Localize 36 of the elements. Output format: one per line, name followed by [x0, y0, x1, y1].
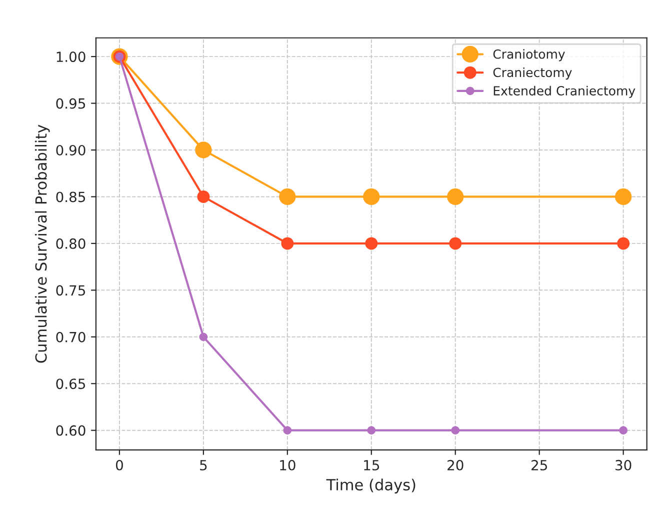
- legend-label: Craniotomy: [493, 49, 565, 62]
- point: [614, 188, 632, 206]
- point: [447, 188, 464, 206]
- x-tick-label: 25: [532, 460, 547, 470]
- point: [279, 188, 296, 206]
- point: [617, 237, 630, 250]
- y-tick-label: 0.90: [56, 144, 86, 156]
- point: [365, 237, 378, 250]
- point: [451, 426, 460, 434]
- x-tick-label: 20: [448, 460, 464, 470]
- point: [449, 237, 462, 250]
- point: [283, 426, 292, 434]
- y-axis-title: Cumulative Survival Probability: [34, 124, 50, 363]
- point: [195, 142, 212, 158]
- point: [363, 188, 380, 206]
- x-tick-label: 30: [616, 460, 632, 470]
- point: [367, 426, 376, 434]
- y-tick-label: 0.80: [56, 238, 86, 249]
- x-tick-label: 0: [116, 460, 123, 470]
- x-axis-title: Time (days): [326, 478, 416, 494]
- point: [281, 237, 294, 250]
- x-tick-label: 10: [280, 460, 296, 470]
- y-tick-label: 0.65: [56, 378, 86, 390]
- legend-label: Craniectomy: [493, 67, 572, 80]
- point: [197, 190, 210, 203]
- y-tick-label: 0.75: [56, 285, 86, 296]
- x-tick-label: 15: [364, 460, 380, 470]
- y-tick-label: 0.85: [56, 192, 86, 202]
- x-tick-label: 5: [200, 460, 207, 470]
- point: [199, 332, 208, 342]
- y-tick-label: 0.70: [56, 332, 86, 342]
- y-tick-label: 0.95: [56, 98, 86, 109]
- y-tick-label: 0.60: [56, 425, 86, 436]
- y-tick-label: 1.00: [56, 52, 86, 62]
- point: [619, 426, 628, 434]
- legend-label: Extended Craniectomy: [494, 86, 636, 98]
